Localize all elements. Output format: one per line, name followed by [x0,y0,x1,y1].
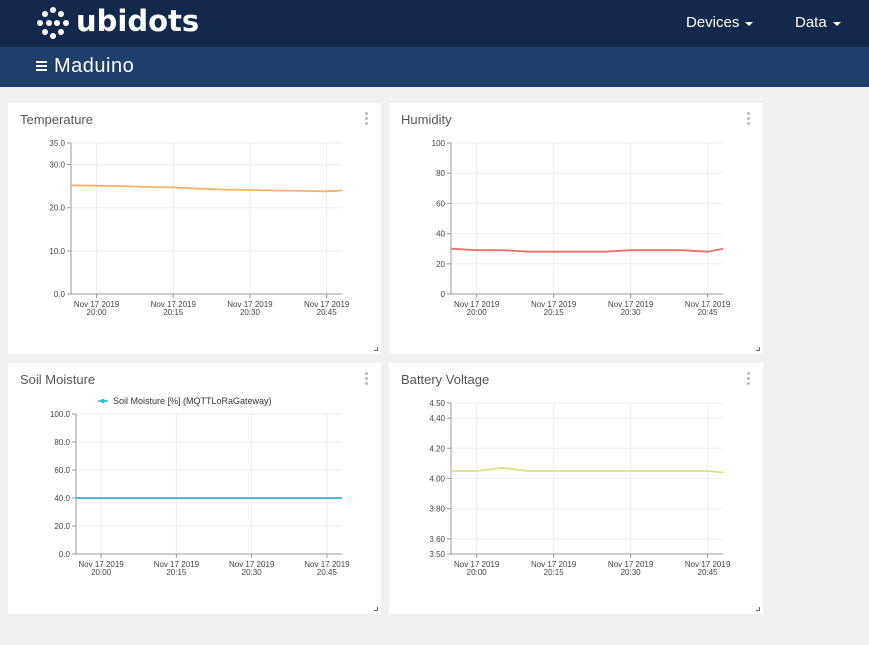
widget-options-icon[interactable] [747,372,751,386]
x-tick-label: Nov 17 2019 [454,560,500,569]
x-tick-label: Nov 17 2019 [608,300,654,309]
x-tick-label: Nov 17 2019 [685,560,731,569]
y-tick-label: 35.0 [49,139,65,148]
x-tick-label: 20:45 [698,568,719,577]
x-tick-label: 20:30 [621,308,642,317]
x-tick-label: Nov 17 2019 [154,560,200,569]
x-tick-label: 20:15 [166,568,187,577]
y-tick-label: 20.0 [49,204,65,213]
y-tick-label: 4.50 [429,399,445,408]
y-tick-label: 30.0 [49,161,65,170]
series-line [450,247,724,253]
widget-title: Battery Voltage [401,372,490,387]
y-tick-label: 3.60 [429,535,445,544]
x-tick-label: Nov 17 2019 [304,300,350,309]
x-tick-label: 20:15 [544,308,565,317]
x-tick-label: 20:45 [698,308,719,317]
x-tick-label: Nov 17 2019 [608,560,654,569]
devices-menu[interactable]: Devices [686,14,754,31]
series-line [451,466,724,474]
y-tick-label: 60.0 [54,466,70,475]
dashboard-bar: Maduino [0,47,869,87]
x-tick-label: 20:00 [91,568,112,577]
x-tick-label: 20:30 [621,568,642,577]
x-tick-label: 20:15 [163,308,184,317]
legend-label: Soil Moisture [%] (MQTTLoRaGateway) [113,396,272,406]
resize-handle-icon[interactable] [756,347,760,351]
resize-handle-icon[interactable] [756,607,760,611]
y-tick-label: 100 [432,139,446,148]
x-tick-label: Nov 17 2019 [227,300,273,309]
x-tick-label: 20:45 [317,308,338,317]
caret-down-icon [832,21,841,26]
x-tick-label: 20:00 [467,568,488,577]
top-navbar: ubidots Devices Data [0,0,869,47]
y-tick-label: 20.0 [54,522,70,531]
x-tick-label: 20:30 [242,568,263,577]
y-tick-label: 80 [436,169,445,178]
widget-title: Temperature [20,112,93,127]
x-tick-label: Nov 17 2019 [229,560,275,569]
x-tick-label: 20:15 [544,568,565,577]
y-tick-label: 40 [436,230,445,239]
brand-name: ubidots [76,4,200,38]
y-tick-label: 0.0 [59,550,71,559]
data-menu-label: Data [795,14,827,31]
series-line [70,184,343,193]
temperature-widget: Temperature 0.0 10.0 20.0 30.0 35.0 Nov 17 20… [8,103,381,354]
x-tick-label: Nov 17 2019 [454,300,500,309]
x-tick-label: Nov 17 2019 [531,300,577,309]
x-tick-label: 20:00 [467,308,488,317]
ubidots-logo[interactable]: ubidots [36,4,199,42]
y-tick-label: 0.0 [54,290,66,299]
y-tick-label: 80.0 [54,438,70,447]
resize-handle-icon[interactable] [374,347,378,351]
battery-voltage-widget: Battery Voltage 3.50 3.60 3.80 4.00 4.20 4.40… [389,363,763,614]
dashboard-title: Maduino [54,55,135,77]
x-tick-label: Nov 17 2019 [78,560,124,569]
y-tick-label: 60 [436,199,445,208]
humidity-widget: Humidity 0 20 40 60 80 100 Nov 17 2019 20:00 Nov… [389,103,763,354]
x-tick-label: Nov 17 2019 [74,300,120,309]
legend-marker [101,399,105,403]
y-tick-label: 20 [436,260,445,269]
x-tick-label: 20:45 [317,568,338,577]
resize-handle-icon[interactable] [374,607,378,611]
y-tick-label: 4.20 [429,444,445,453]
widget-options-icon[interactable] [747,112,751,126]
x-tick-label: Nov 17 2019 [531,560,577,569]
y-tick-label: 4.40 [429,414,445,423]
y-tick-label: 3.50 [429,550,445,559]
data-menu[interactable]: Data [795,14,841,31]
y-tick-label: 3.80 [429,505,445,514]
widget-title: Soil Moisture [20,372,96,387]
widget-options-icon[interactable] [365,112,369,126]
x-tick-label: Nov 17 2019 [151,300,197,309]
soil-moisture-widget: Soil Moisture 0.0 20.0 40.0 60.0 80.0 100.0 No… [8,363,381,614]
x-tick-label: 20:30 [240,308,261,317]
devices-menu-label: Devices [686,14,740,31]
caret-down-icon [745,21,754,26]
y-tick-label: 100.0 [50,410,71,419]
hamburger-menu-icon[interactable] [36,61,47,71]
y-tick-label: 4.00 [429,475,445,484]
widget-options-icon[interactable] [365,372,369,386]
x-tick-label: Nov 17 2019 [685,300,731,309]
x-tick-label: 20:00 [87,308,108,317]
x-tick-label: Nov 17 2019 [304,560,350,569]
y-tick-label: 40.0 [54,494,70,503]
y-tick-label: 0 [441,290,446,299]
widget-title: Humidity [401,112,452,127]
ubidots-dots-icon [37,7,69,39]
y-tick-label: 10.0 [49,247,65,256]
